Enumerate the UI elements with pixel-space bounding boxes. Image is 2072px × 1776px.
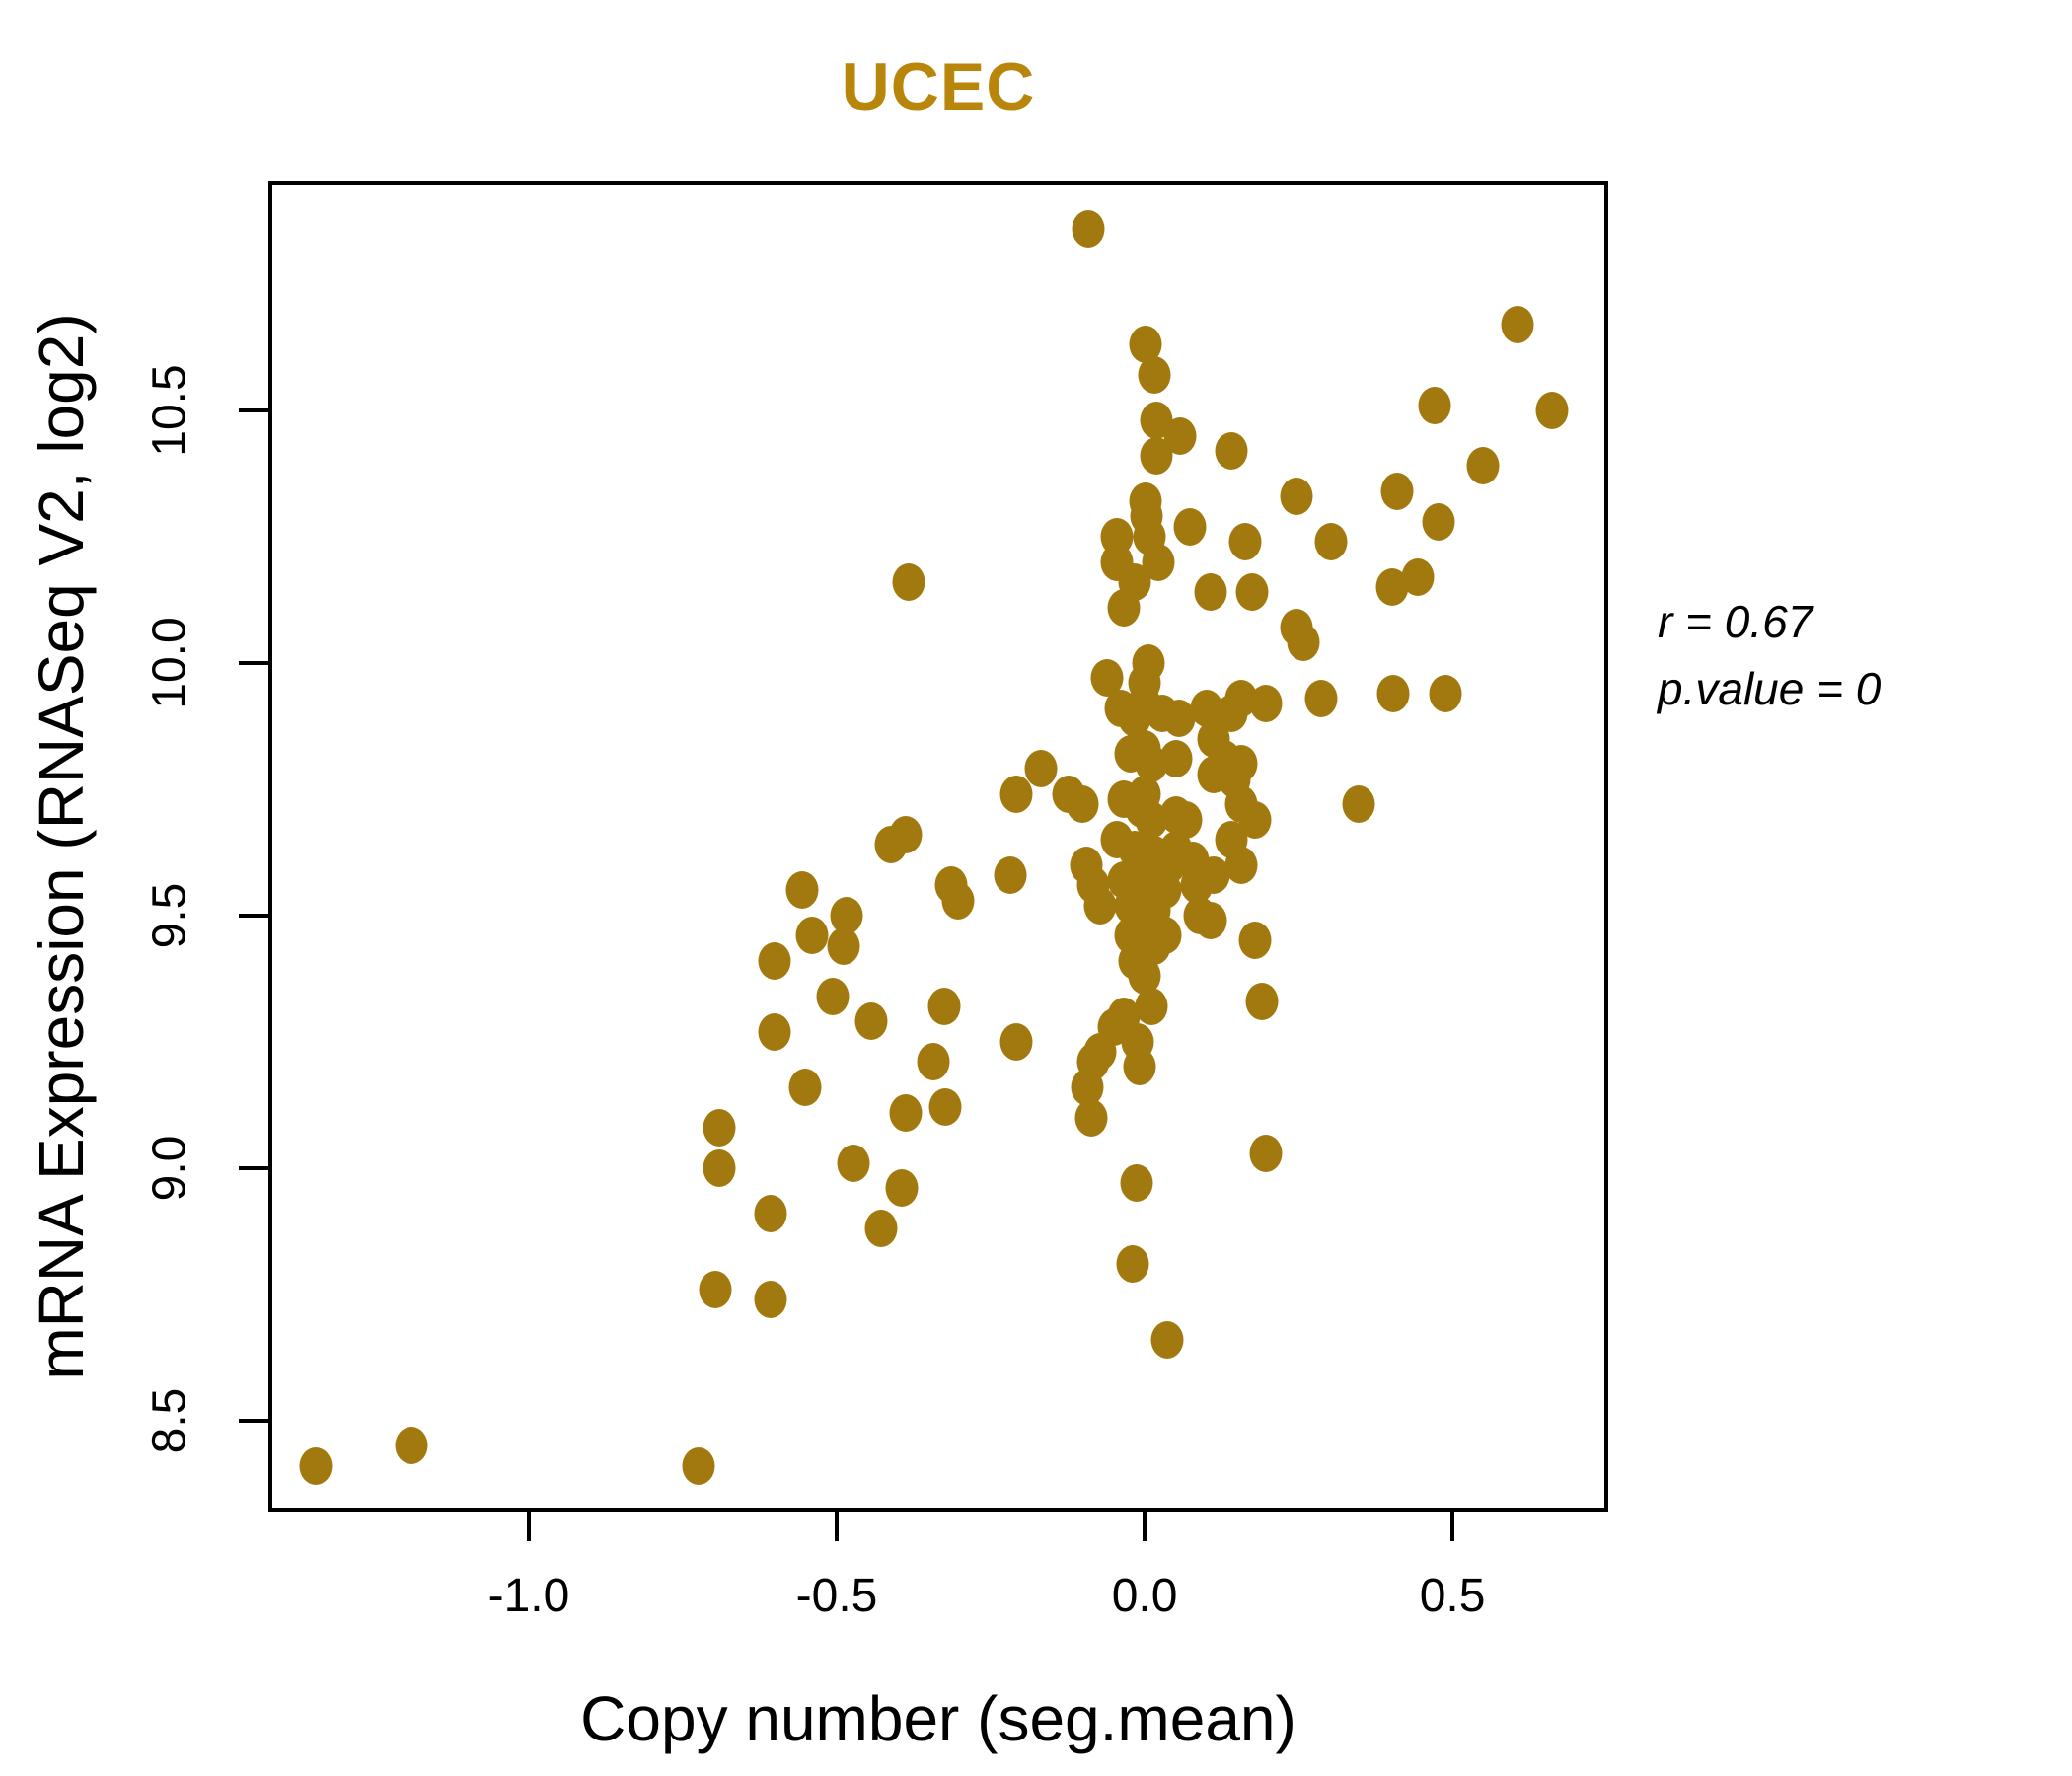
data-point	[1418, 386, 1451, 424]
data-point	[1150, 1320, 1184, 1359]
data-point	[1107, 588, 1141, 627]
data-point	[299, 1446, 333, 1485]
y-axis-tick	[239, 660, 268, 665]
y-axis-tick	[239, 913, 268, 918]
data-point	[941, 881, 975, 920]
data-point	[892, 563, 925, 601]
x-axis-tick	[835, 1512, 840, 1541]
data-point	[1116, 1245, 1149, 1284]
data-point	[1148, 917, 1182, 955]
data-point	[1375, 568, 1409, 607]
data-point	[1083, 886, 1117, 925]
data-point	[1135, 988, 1168, 1026]
correlation-r-text: r = 0.67	[1658, 596, 1813, 647]
data-point	[395, 1427, 428, 1465]
data-point	[703, 1148, 736, 1187]
data-point	[1235, 573, 1269, 612]
data-point	[1287, 624, 1320, 662]
x-axis-tick	[526, 1512, 531, 1541]
data-point	[1120, 1164, 1153, 1203]
p-value-text: p.value = 0	[1658, 663, 1882, 715]
data-point	[1140, 437, 1173, 475]
data-point	[1342, 785, 1375, 824]
data-point	[999, 776, 1033, 814]
data-point	[758, 1012, 791, 1051]
x-axis-label: Copy number (seg.mean)	[580, 1683, 1296, 1754]
data-point	[788, 1068, 822, 1106]
data-point	[1501, 305, 1534, 343]
data-point	[1280, 477, 1313, 515]
y-axis-tick	[239, 1165, 268, 1170]
data-point	[1314, 523, 1348, 561]
data-point	[1535, 391, 1569, 429]
data-point	[1162, 700, 1196, 738]
y-axis-tick-label: 10.0	[143, 617, 196, 709]
data-point	[816, 977, 850, 1015]
data-point	[1123, 1048, 1156, 1086]
x-axis-tick-label: -1.0	[487, 1570, 570, 1622]
y-axis-label: mRNA Expression (RNASeq V2, log2)	[26, 313, 97, 1380]
data-point	[795, 917, 829, 955]
data-point	[1245, 982, 1279, 1020]
data-point	[699, 1270, 732, 1308]
y-axis-tick-label: 9.5	[143, 882, 196, 949]
data-point	[1380, 472, 1414, 510]
data-point	[885, 1169, 919, 1208]
x-axis-tick-label: -0.5	[795, 1570, 878, 1622]
data-point	[1072, 209, 1105, 248]
y-axis-tick	[239, 1418, 268, 1423]
data-point	[1224, 846, 1258, 884]
plot-area	[268, 181, 1608, 1512]
y-axis-tick-label: 10.5	[143, 364, 196, 457]
data-point	[682, 1446, 715, 1485]
plot-title: UCEC	[841, 49, 1036, 124]
data-point	[1197, 855, 1230, 894]
data-point	[703, 1108, 736, 1147]
y-axis-tick-label: 8.5	[143, 1387, 196, 1454]
data-point	[1228, 523, 1262, 561]
data-point	[854, 1002, 888, 1041]
data-point	[1376, 674, 1410, 712]
x-axis-tick	[1450, 1512, 1455, 1541]
x-axis-tick-label: 0.5	[1419, 1570, 1486, 1622]
data-point	[1138, 356, 1171, 395]
data-point	[928, 1088, 962, 1127]
data-point	[1215, 431, 1248, 470]
data-point	[758, 941, 791, 980]
data-point	[1422, 502, 1455, 541]
data-point	[1074, 1098, 1108, 1137]
data-point	[917, 1043, 950, 1081]
x-axis-tick-label: 0.0	[1111, 1570, 1178, 1622]
data-point	[889, 815, 923, 853]
y-axis-tick-label: 9.0	[143, 1135, 196, 1202]
data-point	[1173, 507, 1207, 546]
data-point	[785, 871, 819, 910]
data-point	[1249, 1134, 1283, 1172]
x-axis-tick	[1143, 1512, 1147, 1541]
data-point	[837, 1144, 870, 1182]
data-point	[1194, 902, 1227, 939]
y-axis-tick	[239, 407, 268, 412]
data-point	[1304, 679, 1338, 717]
data-point	[1466, 447, 1500, 485]
data-point	[1429, 674, 1462, 712]
data-point	[1238, 922, 1272, 960]
data-point	[1249, 684, 1283, 722]
data-point	[1159, 740, 1193, 778]
data-point	[994, 855, 1027, 894]
data-point	[889, 1093, 923, 1132]
data-point	[999, 1022, 1033, 1061]
data-point	[927, 988, 961, 1026]
data-point	[1024, 750, 1058, 788]
correlation-annotation: r = 0.67 p.value = 0	[1658, 588, 1881, 722]
data-point	[1194, 573, 1227, 612]
data-point	[1066, 785, 1099, 824]
data-point	[864, 1210, 898, 1248]
data-point	[754, 1194, 787, 1232]
data-point	[754, 1280, 787, 1318]
data-point	[827, 926, 860, 965]
